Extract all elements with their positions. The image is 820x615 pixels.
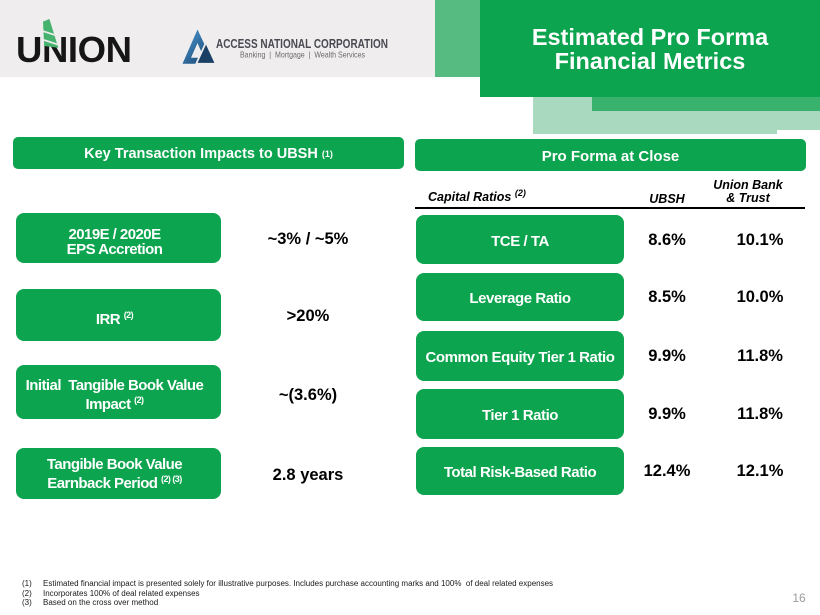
svg-text:Banking | Mortgage | Wealt: Banking | Mortgage | Wealth Services: [240, 50, 365, 60]
svg-text:ACCESS NATIONAL CORPORATION: ACCESS NATIONAL CORPORATION: [216, 37, 388, 51]
svg-text:UNION: UNION: [16, 29, 132, 70]
